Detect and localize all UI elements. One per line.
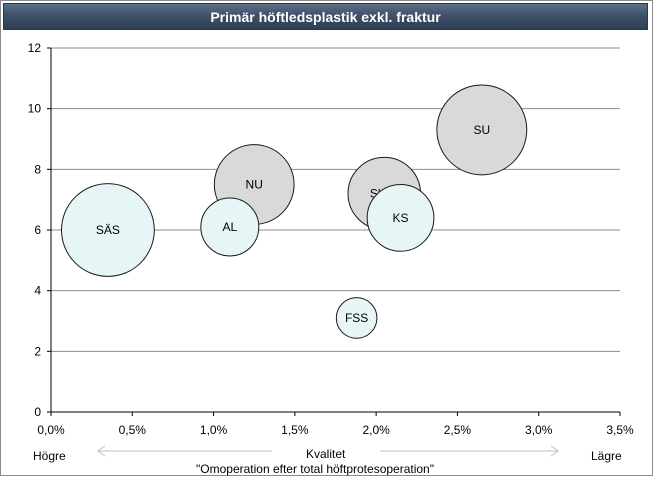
y-tick-label: 2 — [34, 344, 41, 358]
y-tick-label: 0 — [34, 405, 41, 419]
x-tick-label: 2,0% — [362, 423, 390, 437]
y-tick-labels: 0 2 4 6 8 10 12 — [28, 41, 42, 419]
x-tick-label: 1,0% — [200, 423, 228, 437]
bubble-su — [436, 84, 528, 176]
y-tick-label: 12 — [28, 41, 42, 55]
bubble-label-fss: FSS — [345, 311, 368, 325]
x-tick-label: 0,5% — [119, 423, 147, 437]
bubbles: NUSkaSSUSÄSALKSFSS — [61, 84, 528, 339]
x-tick-label: 1,5% — [281, 423, 309, 437]
bubble-label-su: SU — [473, 123, 490, 137]
x-tick-labels: 0,0% 0,5% 1,0% 1,5% 2,0% 2,5% 3,0% 3,5% — [37, 423, 634, 437]
x-tick-label: 3,5% — [606, 423, 634, 437]
bubble-label-säs: SÄS — [96, 223, 120, 237]
bubble-label-al: AL — [222, 220, 237, 234]
y-tick-label: 8 — [34, 162, 41, 176]
y-tick-label: 10 — [28, 102, 42, 116]
bubble-ks — [366, 184, 435, 252]
x-axis-sublabel: "Omoperation efter total höftprotesopera… — [196, 462, 434, 476]
y-tick-label: 4 — [34, 284, 41, 298]
x-tick-label: 3,0% — [525, 423, 553, 437]
axes — [50, 48, 621, 416]
x-right-label: Lägre — [591, 449, 622, 463]
bubble-fss — [335, 297, 378, 339]
y-tick-label: 6 — [34, 223, 41, 237]
bubble-al — [200, 197, 260, 257]
bubble-label-nu: NU — [246, 178, 263, 192]
chart-title: Primär höftledsplastik exkl. fraktur — [3, 3, 648, 30]
bubble-säs — [61, 183, 155, 277]
x-left-label: Högre — [33, 449, 66, 463]
x-tick-label: 0,0% — [37, 423, 65, 437]
x-axis-label: Kvalitet — [306, 447, 346, 461]
x-tick-label: 2,5% — [444, 423, 472, 437]
arrow-head-left — [97, 445, 106, 457]
bubble-label-ks: KS — [393, 211, 409, 225]
arrow-head-right — [550, 445, 559, 457]
direction-arrows — [97, 445, 559, 457]
